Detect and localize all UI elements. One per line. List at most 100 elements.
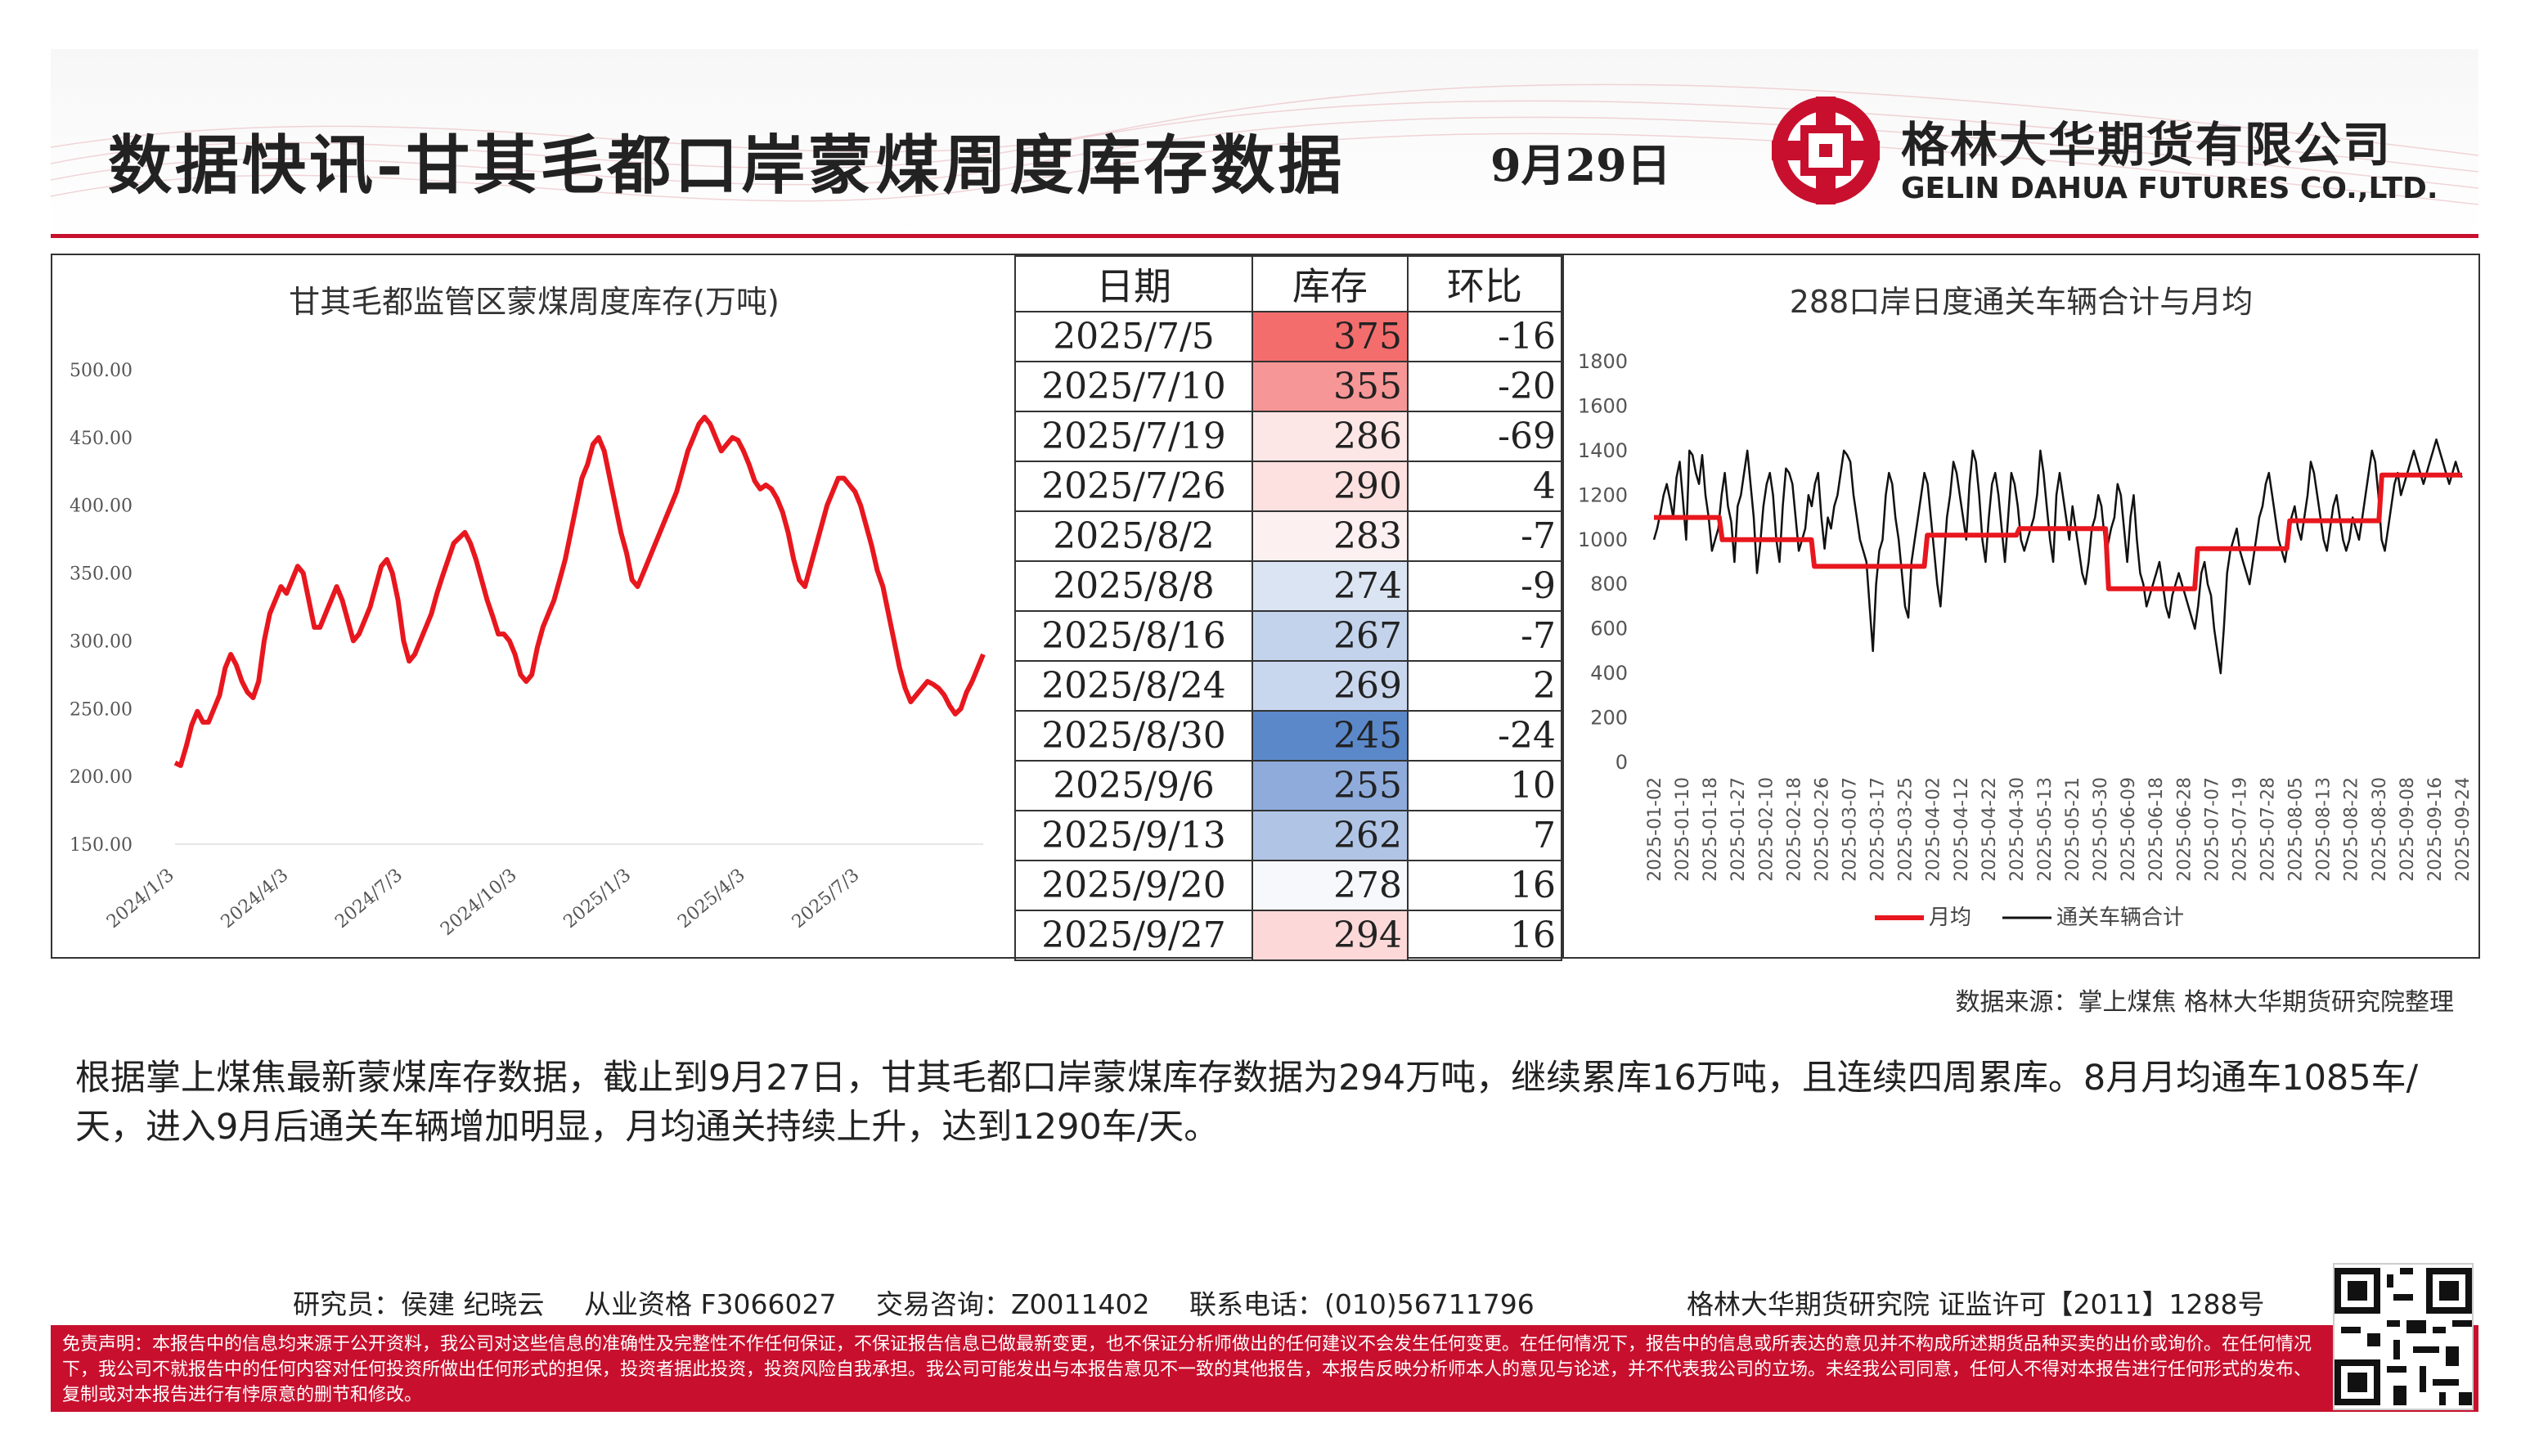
table-row: 2025/9/20 278 16 xyxy=(1014,860,1562,911)
cell-date: 2025/8/2 xyxy=(1014,510,1253,562)
cell-date: 2025/7/26 xyxy=(1014,461,1253,512)
table-row: 2025/7/5 375 -16 xyxy=(1014,311,1562,362)
x-tick-label: 2025-04-12 xyxy=(1952,777,1972,882)
cell-date: 2025/7/10 xyxy=(1014,361,1253,412)
x-tick-label: 2024/10/3 xyxy=(437,865,520,940)
y-tick-label: 250.00 xyxy=(70,699,133,720)
x-tick-label: 2025-08-13 xyxy=(2314,777,2335,882)
cell-date: 2025/8/16 xyxy=(1014,610,1253,662)
cell-date: 2025/8/24 xyxy=(1014,660,1253,712)
y-tick-label: 1400 xyxy=(1578,439,1628,462)
y-tick-label: 400 xyxy=(1590,662,1628,685)
license: 格林大华期货研究院 证监许可【2011】1288号 xyxy=(1687,1288,2265,1320)
page-title: 数据快讯-甘其毛都口岸蒙煤周度库存数据 xyxy=(108,128,1346,203)
cell-inventory: 269 xyxy=(1252,660,1409,712)
legend-label-monthly: 月均 xyxy=(1929,906,1971,930)
cell-date: 2025/9/27 xyxy=(1014,910,1253,961)
x-tick-label: 2025-06-18 xyxy=(2146,777,2167,882)
cell-inventory: 355 xyxy=(1252,361,1409,412)
x-tick-label: 2025-07-19 xyxy=(2230,777,2250,882)
cell-inventory: 375 xyxy=(1252,311,1409,362)
cell-change: 10 xyxy=(1407,760,1562,811)
cell-change: -16 xyxy=(1407,311,1562,362)
cell-date: 2025/8/8 xyxy=(1014,560,1253,612)
table-row: 2025/9/6 255 10 xyxy=(1014,760,1562,811)
inventory-chart-title: 甘其毛都监管区蒙煤周度库存(万吨) xyxy=(289,284,780,320)
x-tick-label: 2025-01-02 xyxy=(1645,777,1665,882)
researcher: 研究员：侯建 纪晓云 xyxy=(293,1288,545,1320)
cell-inventory: 294 xyxy=(1252,910,1409,961)
cell-change: -24 xyxy=(1407,710,1562,762)
cell-date: 2025/9/20 xyxy=(1014,860,1253,911)
disclaimer-text: 免责声明：本报告中的信息均来源于公开资料，我公司对这些信息的准确性及完整性不作任… xyxy=(62,1334,2312,1405)
consult-id: 交易咨询：Z0011402 xyxy=(875,1288,1150,1320)
x-tick-label: 2025-02-10 xyxy=(1756,777,1777,882)
cell-inventory: 245 xyxy=(1252,710,1409,762)
phone: 联系电话：(010)56711796 xyxy=(1189,1288,1535,1320)
company-logo-icon xyxy=(1772,97,1880,204)
x-tick-label: 2025/4/3 xyxy=(674,865,749,932)
table-row: 2025/8/30 245 -24 xyxy=(1014,710,1562,762)
y-tick-label: 1800 xyxy=(1578,350,1628,373)
cell-date: 2025/7/5 xyxy=(1014,311,1253,362)
inventory-chart-svg: 500.00 450.00 400.00 350.00 300.00 250.00 200.… xyxy=(70,361,986,940)
table-row: 2025/8/2 283 -7 xyxy=(1014,510,1562,562)
table-row: 2025/7/19 286 -69 xyxy=(1014,411,1562,462)
cell-date: 2025/9/13 xyxy=(1014,810,1253,861)
inventory-series-line xyxy=(173,415,986,768)
cell-date: 2025/9/6 xyxy=(1014,760,1253,811)
header: 数据快讯-甘其毛都口岸蒙煤周度库存数据 9月29日 格林大华期货有限公司 GEL… xyxy=(51,49,2478,239)
x-tick-label: 2025-03-07 xyxy=(1840,777,1860,882)
summary-text: 根据掌上煤焦最新蒙煤库存数据，截止到9月27日，甘其毛都口岸蒙煤库存数据为294… xyxy=(75,1058,2419,1148)
disclaimer-bar: 免责声明：本报告中的信息均来源于公开资料，我公司对这些信息的准确性及完整性不作任… xyxy=(51,1325,2478,1412)
col-header-change: 环比 xyxy=(1407,255,1562,312)
col-header-inventory: 库存 xyxy=(1252,255,1409,312)
y-tick-label: 200.00 xyxy=(70,767,133,788)
table-row: 2025/8/24 269 2 xyxy=(1014,660,1562,712)
x-tick-label: 2025-08-30 xyxy=(2370,777,2390,882)
cell-inventory: 286 xyxy=(1252,411,1409,462)
x-tick-label: 2025-04-30 xyxy=(2007,777,2028,882)
table-header-row: 日期 库存 环比 xyxy=(1014,255,1562,312)
y-tick-label: 500.00 xyxy=(70,361,133,381)
x-tick-label: 2024/7/3 xyxy=(331,865,407,932)
x-tick-label: 2025-07-28 xyxy=(2258,777,2279,882)
col-header-date: 日期 xyxy=(1014,255,1253,312)
cell-change: 7 xyxy=(1407,810,1562,861)
y-tick-label: 600 xyxy=(1590,618,1628,640)
cell-change: 16 xyxy=(1407,910,1562,961)
x-tick-label: 2025-08-05 xyxy=(2286,777,2307,882)
cell-date: 2025/7/19 xyxy=(1014,411,1253,462)
cell-change: -20 xyxy=(1407,361,1562,412)
inventory-table: 日期 库存 环比 2025/7/5 375 -16 2025/7/10 355 -20 20… xyxy=(1014,255,1562,961)
cell-date: 2025/8/30 xyxy=(1014,710,1253,762)
x-tick-label: 2025-01-18 xyxy=(1701,777,1721,882)
traffic-chart-title: 288口岸日度通关车辆合计与月均 xyxy=(1789,284,2254,320)
x-tick-label: 2025-02-26 xyxy=(1812,777,1832,882)
cell-inventory: 255 xyxy=(1252,760,1409,811)
table-row: 2025/9/13 262 7 xyxy=(1014,810,1562,861)
y-tick-label: 1000 xyxy=(1578,528,1628,551)
table-row: 2025/8/16 267 -7 xyxy=(1014,610,1562,662)
cell-inventory: 278 xyxy=(1252,860,1409,911)
report-page: 数据快讯-甘其毛都口岸蒙煤周度库存数据 9月29日 格林大华期货有限公司 GEL… xyxy=(51,49,2480,1412)
report-date: 9月29日 xyxy=(1490,139,1671,191)
x-tick-label: 2025-06-09 xyxy=(2119,777,2139,882)
y-tick-label: 300.00 xyxy=(70,631,133,652)
cell-change: -7 xyxy=(1407,510,1562,562)
cell-inventory: 274 xyxy=(1252,560,1409,612)
cell-inventory: 262 xyxy=(1252,810,1409,861)
x-tick-label: 2025/7/3 xyxy=(789,865,864,932)
y-tick-label: 350.00 xyxy=(70,564,133,585)
x-tick-label: 2025-05-30 xyxy=(2091,777,2111,882)
x-tick-label: 2025-04-22 xyxy=(1980,777,2000,882)
cell-change: -9 xyxy=(1407,560,1562,612)
x-tick-label: 2025-01-10 xyxy=(1673,777,1693,882)
x-tick-label: 2025-05-21 xyxy=(2063,777,2083,882)
x-tick-label: 2025-09-16 xyxy=(2425,777,2446,882)
qualification: 从业资格 F3066027 xyxy=(584,1288,837,1320)
cell-change: 2 xyxy=(1407,660,1562,712)
x-tick-label: 2024/4/3 xyxy=(218,865,293,932)
x-tick-label: 2024/1/3 xyxy=(103,865,178,932)
x-tick-label: 2025-01-27 xyxy=(1728,777,1749,882)
